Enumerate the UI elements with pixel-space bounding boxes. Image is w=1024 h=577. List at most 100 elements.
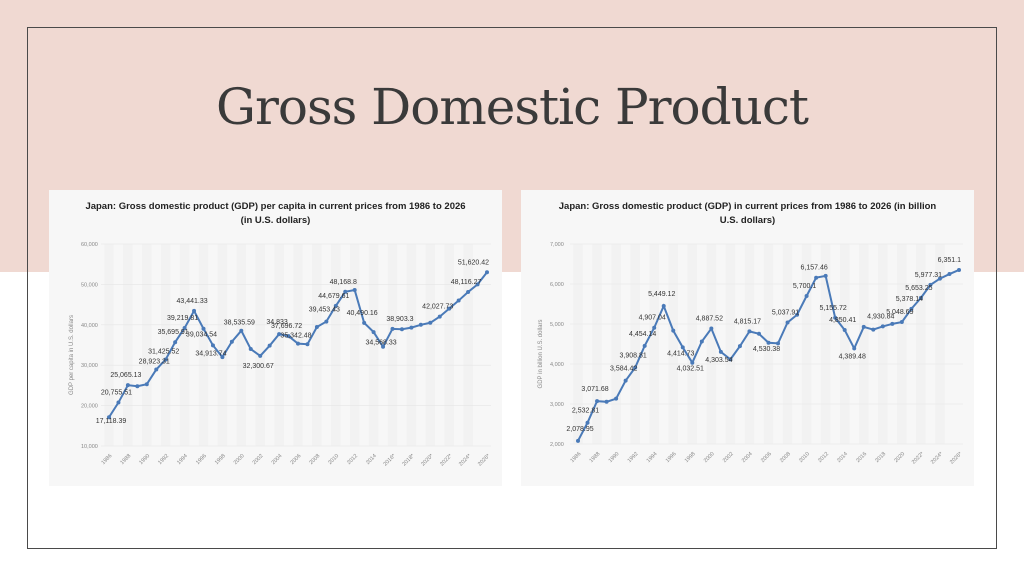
- x-tick-label: 2014: [365, 453, 378, 466]
- column-band: [331, 244, 341, 446]
- data-label: 20,755.51: [101, 390, 132, 397]
- data-label: 17,118.39: [96, 418, 127, 425]
- column-band: [142, 244, 152, 446]
- data-label: 51,620.42: [458, 259, 489, 266]
- data-point: [239, 328, 244, 333]
- y-tick-label: 3,000: [550, 402, 564, 408]
- column-band: [425, 244, 436, 446]
- column-band: [463, 244, 473, 446]
- x-tick-label: 2008: [779, 451, 792, 464]
- data-label: 39,219.81: [167, 315, 198, 322]
- data-label: 5,977.31: [915, 272, 942, 279]
- data-point: [107, 415, 111, 420]
- x-tick-label: 1988: [119, 453, 132, 466]
- column-band: [349, 244, 360, 446]
- data-point: [343, 289, 348, 294]
- data-point: [447, 306, 452, 311]
- x-tick-label: 2002: [252, 453, 265, 466]
- data-point: [220, 355, 225, 360]
- data-point: [144, 382, 149, 387]
- data-point: [229, 339, 234, 344]
- x-tick-label: 2010: [798, 451, 811, 464]
- column-band: [312, 244, 322, 446]
- x-tick-label: 2004: [271, 453, 284, 466]
- data-point: [182, 325, 187, 330]
- column-band: [592, 244, 602, 444]
- data-point: [258, 353, 263, 358]
- data-label: 2,078.95: [566, 426, 593, 433]
- x-tick-label: 2004: [741, 451, 754, 464]
- x-tick-label: 2008: [308, 453, 321, 466]
- data-point: [352, 288, 357, 293]
- x-tick-label: 1996: [665, 451, 678, 464]
- x-tick-label: 1994: [176, 453, 189, 466]
- x-tick-label: 2014: [836, 451, 849, 464]
- data-label: 5,037.91: [772, 309, 799, 316]
- column-band: [217, 244, 228, 446]
- x-tick-label: 2020: [893, 451, 906, 464]
- data-point: [823, 273, 828, 278]
- data-point: [466, 290, 471, 295]
- data-point: [154, 367, 159, 372]
- column-band: [744, 244, 755, 444]
- data-point: [623, 378, 628, 383]
- x-tick-label: 1986: [101, 453, 114, 466]
- chart-title: Japan: Gross domestic product (GDP) per …: [85, 201, 465, 212]
- data-label: 34,568.33: [365, 340, 396, 347]
- y-tick-label: 30,000: [81, 363, 98, 369]
- data-point: [173, 340, 178, 345]
- data-point: [390, 326, 395, 331]
- data-point: [785, 320, 790, 325]
- column-band: [706, 244, 717, 444]
- data-point: [804, 293, 809, 298]
- data-label: 4,389.48: [839, 353, 866, 360]
- chart-svg: Japan: Gross domestic product (GDP) per …: [69, 201, 492, 468]
- column-band: [820, 244, 831, 444]
- data-point: [135, 384, 140, 389]
- data-label: 38,535.59: [224, 320, 255, 327]
- data-point: [909, 306, 914, 311]
- column-band: [935, 244, 945, 444]
- data-point: [614, 396, 619, 401]
- data-point: [296, 341, 300, 346]
- data-point: [957, 267, 961, 272]
- column-band: [782, 244, 793, 444]
- data-point: [277, 332, 282, 337]
- data-point: [633, 365, 638, 370]
- x-tick-label: 1998: [214, 453, 227, 466]
- data-label: 43,441.33: [176, 298, 207, 305]
- y-tick-label: 40,000: [81, 323, 98, 329]
- column-band: [878, 244, 888, 444]
- data-point: [937, 276, 942, 281]
- data-point: [362, 320, 367, 325]
- data-label: 4,907.04: [639, 315, 666, 322]
- column-band: [611, 244, 621, 444]
- y-tick-label: 4,000: [550, 362, 564, 368]
- data-point: [642, 343, 647, 348]
- data-label: 40,490.16: [347, 310, 378, 317]
- x-tick-label: 1998: [684, 451, 697, 464]
- data-point: [947, 272, 952, 277]
- y-tick-label: 60,000: [81, 242, 98, 248]
- column-band: [897, 244, 907, 444]
- slide-frame: [27, 27, 997, 549]
- data-point: [880, 324, 885, 329]
- gdp-per-capita-chart: Japan: Gross domestic product (GDP) per …: [49, 190, 502, 486]
- column-band: [725, 244, 736, 444]
- data-label: 39,453.43: [309, 307, 340, 314]
- chart-title-line2: U.S. dollars): [720, 215, 775, 226]
- x-tick-label: 2006: [290, 453, 303, 466]
- data-label: 37,696.72: [271, 323, 302, 330]
- data-point: [814, 275, 819, 280]
- data-point: [210, 343, 215, 348]
- data-point: [871, 327, 876, 332]
- column-band: [630, 244, 640, 444]
- data-label: 4,530.38: [753, 346, 780, 353]
- data-point: [201, 326, 206, 331]
- chart-title-line2: (in U.S. dollars): [241, 215, 311, 226]
- data-label: 4,032.51: [677, 366, 704, 373]
- data-point: [661, 304, 666, 309]
- data-point: [248, 347, 253, 352]
- data-point: [314, 325, 319, 330]
- data-label: 34,833: [266, 319, 288, 326]
